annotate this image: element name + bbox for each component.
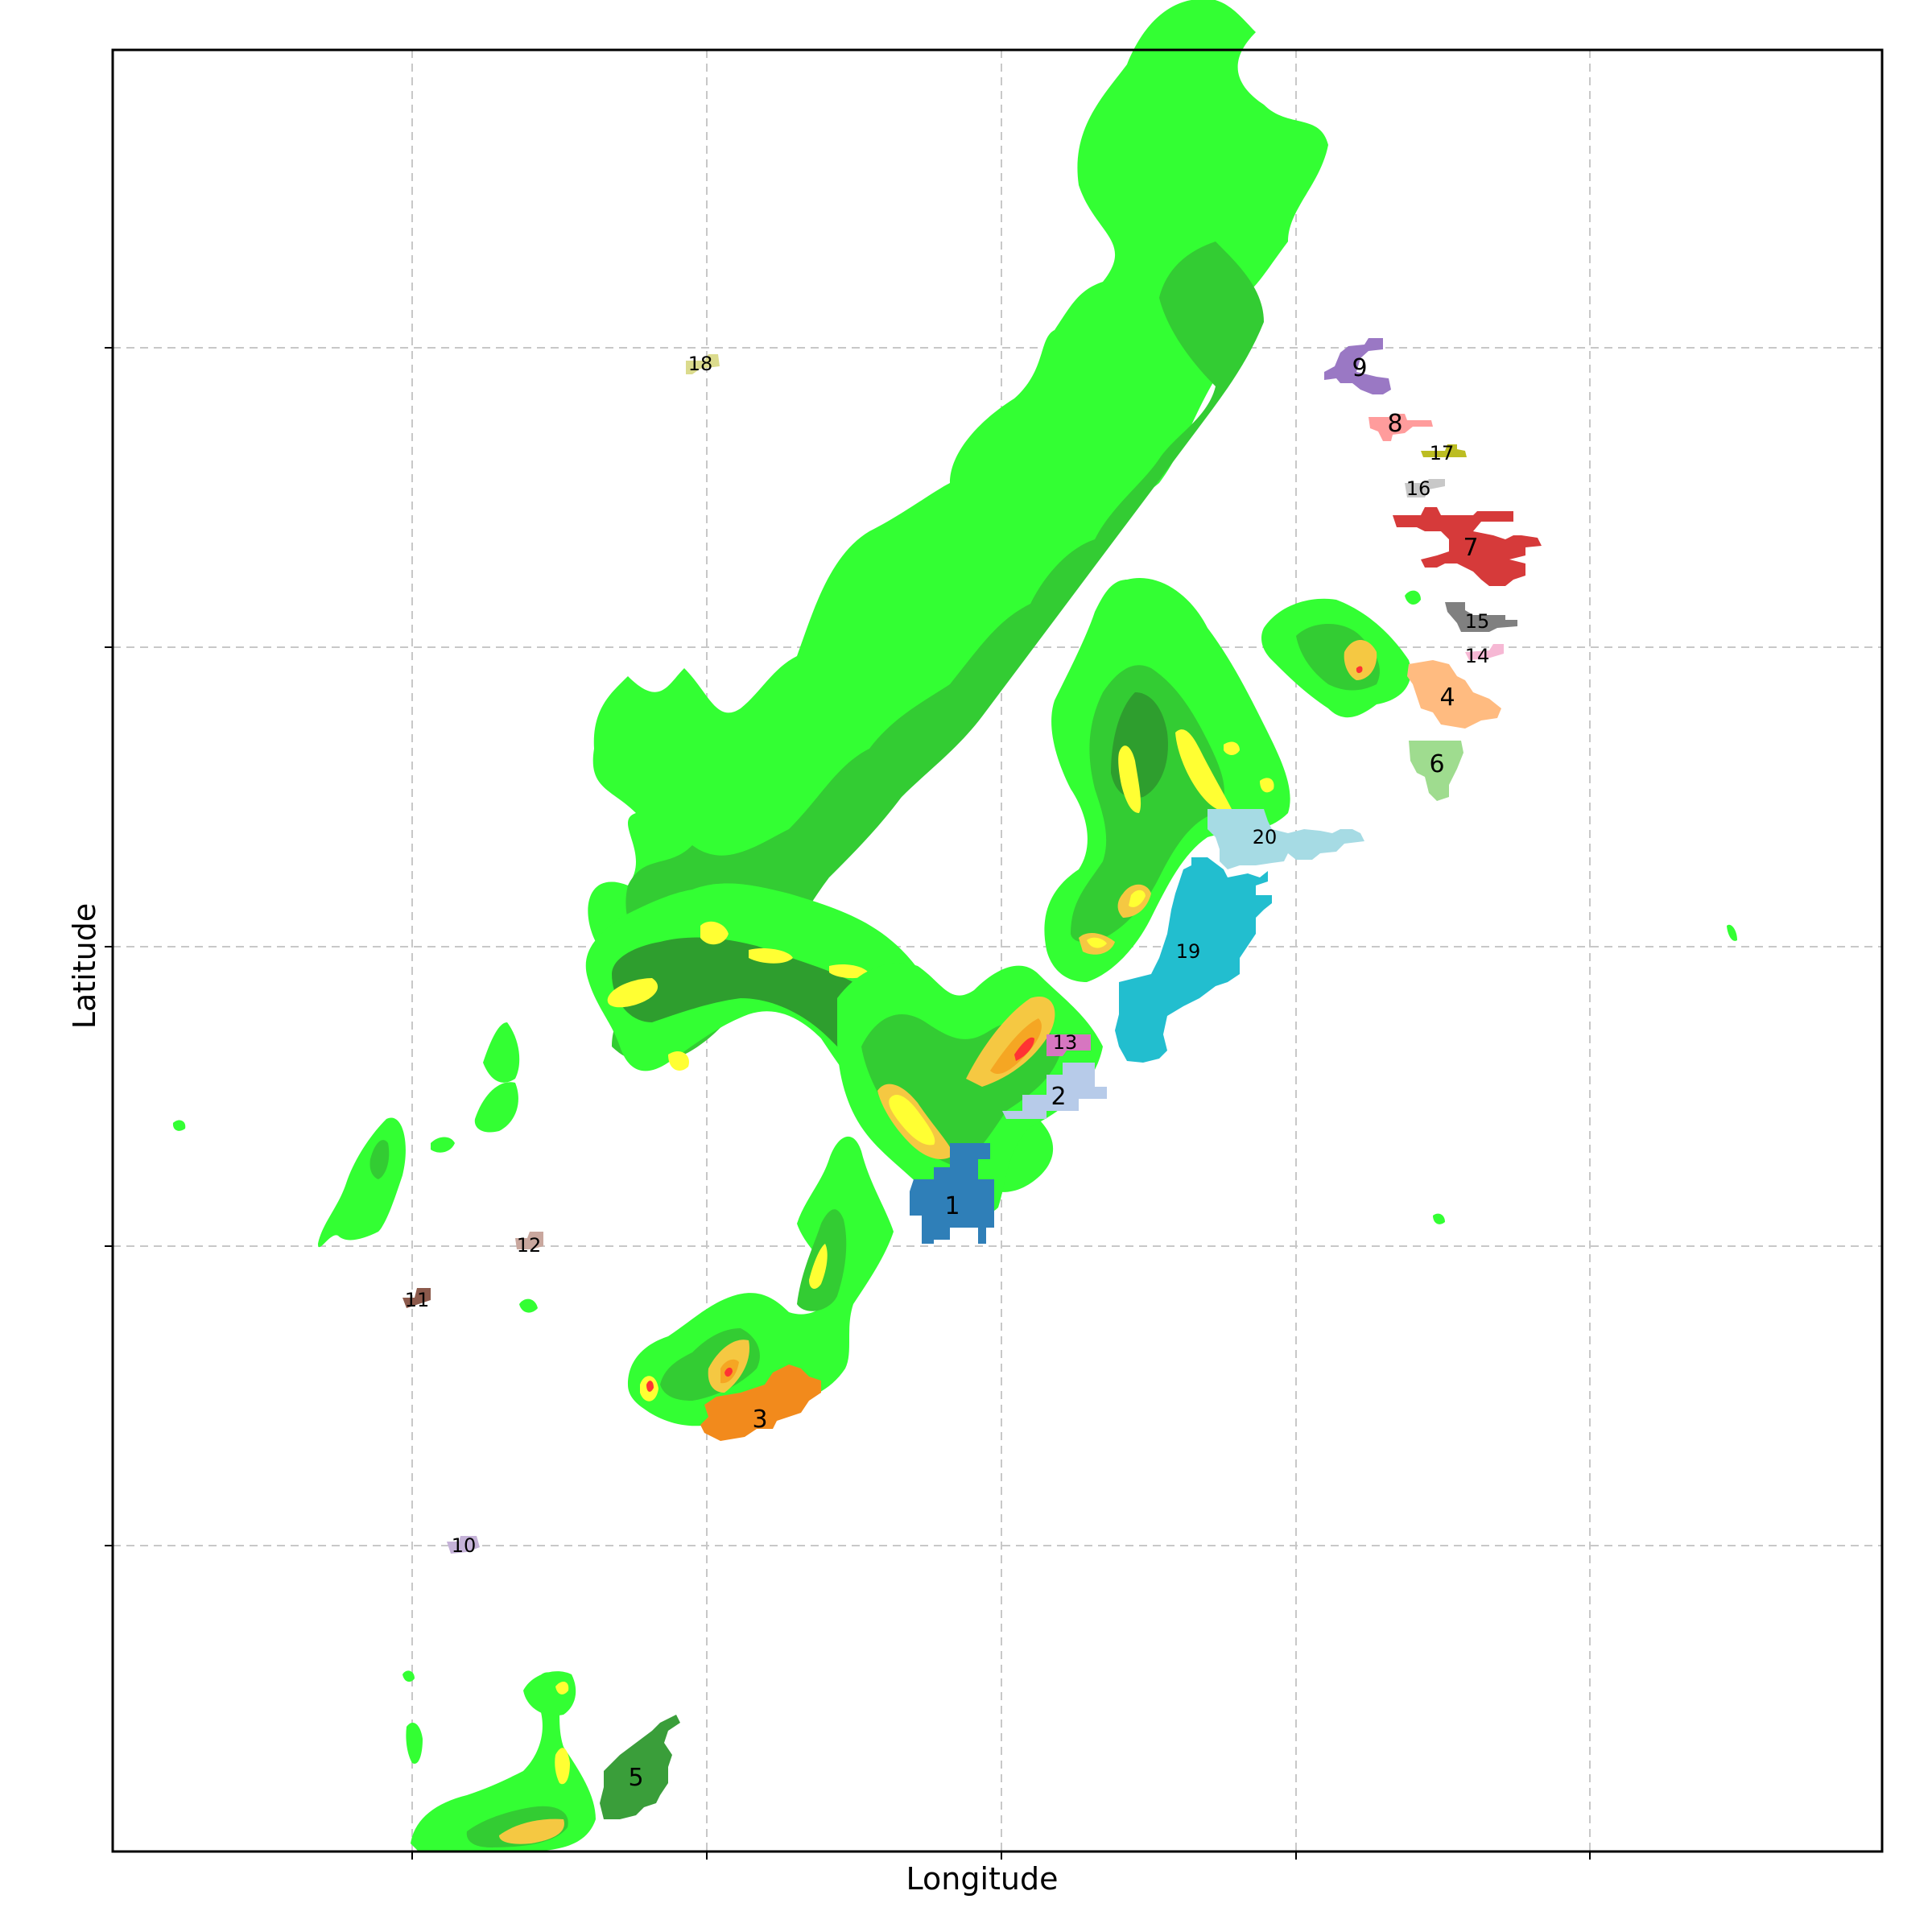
plot-frame [111,48,1884,1853]
cell-label-9: 9 [1352,354,1367,382]
cell-label-7: 7 [1463,534,1478,562]
cell-label-14: 14 [1465,645,1490,667]
grid [113,50,1882,1852]
echo-small-2 [369,1140,390,1179]
cell-label-20: 20 [1253,826,1278,848]
cell-label-10: 10 [452,1534,477,1557]
cell-4-shape [1407,660,1501,729]
cell-20-shape [1208,809,1364,869]
cell-10-shape [447,1536,480,1554]
cell-9-shape [1324,338,1391,394]
cell-label-19: 19 [1176,940,1201,963]
cell-11-shape [402,1288,431,1308]
echo-band-main-2 [612,242,1264,1063]
cell-15-shape [1445,602,1517,632]
cell-label-1: 1 [944,1192,960,1220]
cell-label-15: 15 [1465,610,1490,633]
echo-small-8 [1727,924,1737,941]
y-axis-label: Latitude [67,902,102,1030]
echo-small-3 [483,1022,520,1083]
echo-small-6 [172,1120,186,1131]
echo-cluster-south [628,1136,894,1426]
cell-13-shape [1046,1034,1091,1056]
plot-area [113,50,1882,1852]
x-axis-label: Longitude [906,1861,1059,1897]
cell-7-shape [1393,507,1542,586]
echo-small-7 [519,1298,538,1313]
cell-18-shape [686,354,720,374]
cell-17-shape [1421,444,1467,457]
echo-cluster-middle [837,963,1103,1216]
cell-label-16: 16 [1406,477,1431,500]
cell-19-shape [1115,857,1272,1063]
cell-label-18: 18 [688,353,713,375]
cell-label-3: 3 [752,1406,767,1434]
cell-label-17: 17 [1430,442,1455,464]
cell-label-6: 6 [1429,750,1444,778]
cell-label-4: 4 [1439,683,1455,712]
cell-label-13: 13 [1053,1031,1078,1054]
echo-small-4 [474,1082,518,1133]
cell-1-shape [910,1143,994,1244]
cell-8-shape [1368,414,1433,441]
cell-label-11: 11 [405,1289,430,1311]
cell-label-12: 12 [517,1234,542,1257]
reflectivity-echoes [172,0,1737,1852]
echo-cluster-southwest [402,1670,596,1852]
cell-label-2: 2 [1051,1083,1066,1111]
ticks [105,347,1591,1860]
storm-cells [402,338,1542,1819]
cell-14-shape [1465,644,1504,660]
cell-6-shape [1409,741,1463,801]
cell-2-shape [1002,1063,1107,1119]
echo-small-5 [431,1137,455,1153]
echo-band-main [588,0,1328,989]
cell-labels: 1 2 3 4 5 6 7 8 9 10 11 12 13 14 15 16 1… [405,353,1490,1792]
cell-label-5: 5 [628,1764,643,1792]
cell-16-shape [1405,479,1445,497]
cell-3-shape [700,1364,821,1441]
echo-cluster-north [1044,578,1411,982]
echo-small-9 [1433,1213,1445,1224]
cell-label-8: 8 [1387,410,1402,438]
echo-small-10 [1405,590,1421,605]
cell-5-shape [600,1715,680,1819]
cell-12-shape [515,1232,543,1249]
